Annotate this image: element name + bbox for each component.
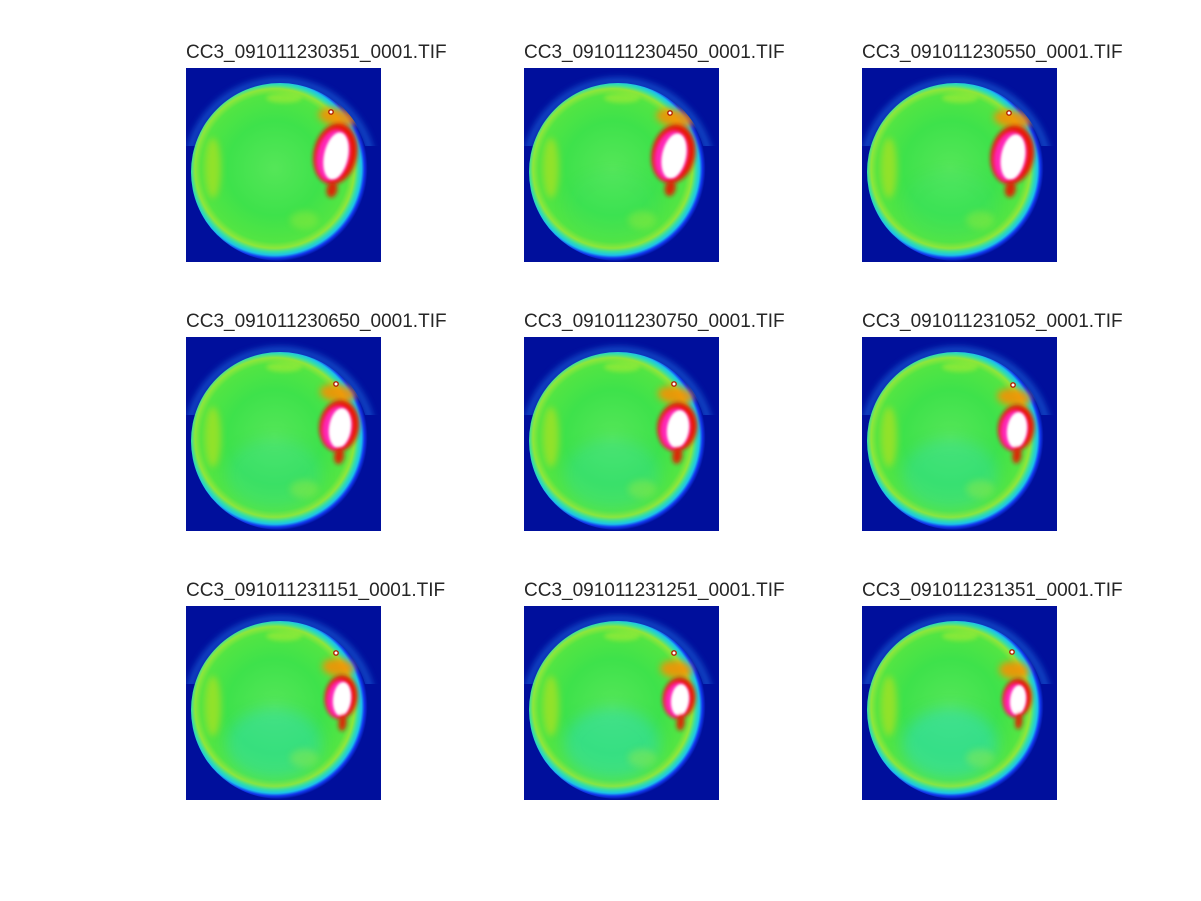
subplot-title: CC3_091011230351_0001.TIF — [186, 42, 447, 63]
subplot-title: CC3_091011230750_0001.TIF — [524, 311, 785, 332]
subplot: CC3_091011230450_0001.TIF — [524, 42, 785, 262]
thermal-image-icon — [862, 68, 1057, 262]
thermal-image-icon — [186, 606, 381, 800]
thermal-image-icon — [524, 337, 719, 531]
thermal-image-icon — [186, 68, 381, 262]
subplot: CC3_091011230550_0001.TIF — [862, 42, 1123, 262]
subplot: CC3_091011230351_0001.TIF — [186, 42, 447, 262]
subplot: CC3_091011231052_0001.TIF — [862, 311, 1123, 531]
subplot-title: CC3_091011230550_0001.TIF — [862, 42, 1123, 63]
subplot-title: CC3_091011231052_0001.TIF — [862, 311, 1123, 332]
subplot-title: CC3_091011231251_0001.TIF — [524, 580, 785, 601]
subplot-title: CC3_091011231151_0001.TIF — [186, 580, 446, 601]
thermal-image-icon — [524, 68, 719, 262]
subplot-title: CC3_091011231351_0001.TIF — [862, 580, 1123, 601]
thermal-image-icon — [862, 337, 1057, 531]
subplot: CC3_091011231351_0001.TIF — [862, 580, 1123, 800]
subplot-title: CC3_091011230450_0001.TIF — [524, 42, 785, 63]
thermal-image-icon — [524, 606, 719, 800]
subplot: CC3_091011231151_0001.TIF — [186, 580, 445, 800]
subplot: CC3_091011231251_0001.TIF — [524, 580, 785, 800]
subplot: CC3_091011230650_0001.TIF — [186, 311, 447, 531]
subplot: CC3_091011230750_0001.TIF — [524, 311, 785, 531]
thermal-image-icon — [862, 606, 1057, 800]
subplot-title: CC3_091011230650_0001.TIF — [186, 311, 447, 332]
thermal-image-icon — [186, 337, 381, 531]
